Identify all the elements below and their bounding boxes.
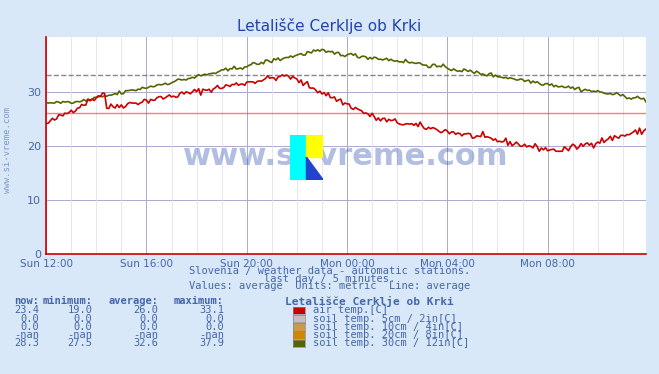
Text: 0.0: 0.0 [21, 314, 40, 324]
Text: soil temp. 30cm / 12in[C]: soil temp. 30cm / 12in[C] [313, 338, 469, 348]
Text: -nan: -nan [14, 330, 40, 340]
Text: Values: average  Units: metric  Line: average: Values: average Units: metric Line: aver… [189, 281, 470, 291]
Text: 27.5: 27.5 [67, 338, 92, 348]
Polygon shape [306, 157, 323, 180]
Text: 23.4: 23.4 [14, 306, 40, 315]
Text: 0.0: 0.0 [140, 322, 158, 332]
Text: 32.6: 32.6 [133, 338, 158, 348]
Text: soil temp. 10cm / 4in[C]: soil temp. 10cm / 4in[C] [313, 322, 463, 332]
Text: Letališče Cerklje ob Krki: Letališče Cerklje ob Krki [237, 18, 422, 34]
Text: 33.1: 33.1 [199, 306, 224, 315]
Text: 19.0: 19.0 [67, 306, 92, 315]
Text: www.si-vreme.com: www.si-vreme.com [3, 107, 13, 193]
Polygon shape [306, 135, 323, 157]
Text: 37.9: 37.9 [199, 338, 224, 348]
Text: now:: now: [14, 296, 40, 306]
Text: soil temp. 5cm / 2in[C]: soil temp. 5cm / 2in[C] [313, 314, 457, 324]
Text: 0.0: 0.0 [206, 314, 224, 324]
Text: soil temp. 20cm / 8in[C]: soil temp. 20cm / 8in[C] [313, 330, 463, 340]
Text: 0.0: 0.0 [74, 314, 92, 324]
Text: Letališče Cerklje ob Krki: Letališče Cerklje ob Krki [285, 295, 453, 307]
Text: minimum:: minimum: [42, 296, 92, 306]
Text: 28.3: 28.3 [14, 338, 40, 348]
Text: 0.0: 0.0 [21, 322, 40, 332]
Text: www.si-vreme.com: www.si-vreme.com [183, 142, 509, 171]
Text: -nan: -nan [67, 330, 92, 340]
Text: 0.0: 0.0 [140, 314, 158, 324]
Text: -nan: -nan [133, 330, 158, 340]
Text: 0.0: 0.0 [74, 322, 92, 332]
Text: maximum:: maximum: [174, 296, 224, 306]
Text: air temp.[C]: air temp.[C] [313, 306, 388, 315]
Text: -nan: -nan [199, 330, 224, 340]
Text: 26.0: 26.0 [133, 306, 158, 315]
Text: last day / 5 minutes.: last day / 5 minutes. [264, 274, 395, 283]
Text: 0.0: 0.0 [206, 322, 224, 332]
Polygon shape [290, 135, 306, 180]
Text: Slovenia / weather data - automatic stations.: Slovenia / weather data - automatic stat… [189, 266, 470, 276]
Text: average:: average: [108, 296, 158, 306]
